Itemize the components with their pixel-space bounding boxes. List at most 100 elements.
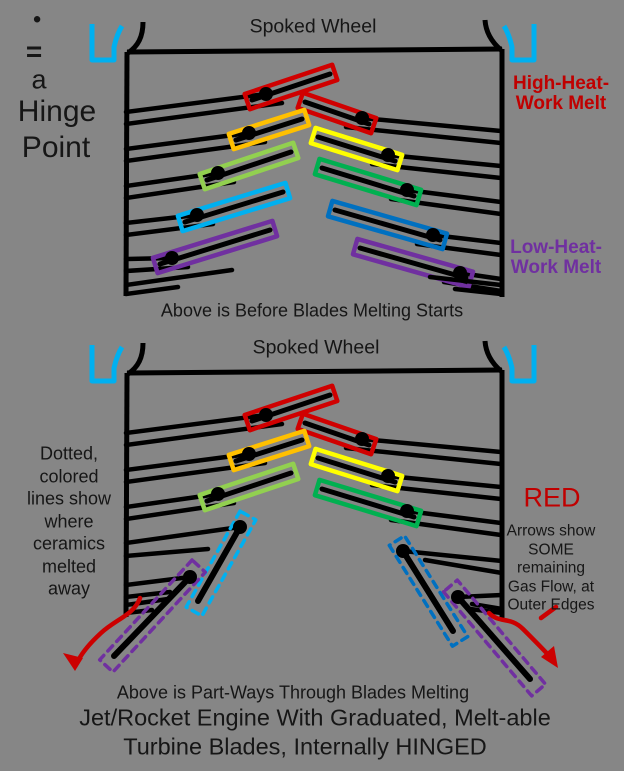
spoke-lower-right-yellow-d2 <box>369 482 504 502</box>
hinge-point-dot-right-purple-d1 <box>453 266 467 280</box>
high-heat-line1: High-Heat- <box>512 73 610 94</box>
note-line: away <box>47 578 91 599</box>
low-heat-label: Low-Heat- Work Melt <box>510 238 602 278</box>
main-title-line1: Jet/Rocket Engine With Graduated, Melt-a… <box>79 704 551 731</box>
blue-bracket-left-d2 <box>89 345 125 384</box>
ceramic-shell-left-orange-d2 <box>226 428 312 473</box>
legend-equals: = <box>25 36 43 67</box>
hinge-point-dot-left-orange-d2 <box>242 447 256 461</box>
ceramic-shell-left-orange-d1 <box>226 107 312 152</box>
diagram2-caption: Above is Part-Ways Through Blades Meltin… <box>116 682 470 703</box>
spoke-melted-right-blue <box>400 548 505 564</box>
gas-flow-arrowhead-right <box>541 646 558 668</box>
blue-bracket-right-d2 <box>501 345 537 384</box>
legend-point: Point <box>21 131 91 164</box>
spoke-upper-left-purple-d1 <box>123 255 175 262</box>
blade-line-right-blue-d1 <box>332 207 443 243</box>
hanging-blade-right-purple <box>455 594 533 682</box>
diagram2-title: Spoked Wheel <box>252 336 380 359</box>
hinge-point-dot-melted-right-purple <box>451 590 465 604</box>
blade-line-right-purple-d1 <box>357 245 469 281</box>
hinge-point-dot-melted-left-cyan <box>233 520 247 534</box>
ceramic-shell-left-red-d1 <box>242 62 340 112</box>
stub-spoke <box>123 596 171 608</box>
ceramic-shell-left-purple-d1 <box>150 218 280 276</box>
low-heat-line1: Low-Heat- <box>510 237 602 258</box>
spoke-melted-right-blue <box>422 557 505 576</box>
hinge-point-symbol: ● <box>32 10 42 28</box>
hinge-point-dot-right-red-d2 <box>355 432 369 446</box>
melted-ceramic-outline-right-blue <box>387 534 470 648</box>
note-line: Arrows show <box>506 522 596 540</box>
note-line: Gas Flow, at <box>507 578 595 596</box>
low-heat-line2: Work Melt <box>510 257 602 278</box>
spoke-upper-right-red-d1 <box>359 115 504 134</box>
main-title-line2: Turbine Blades, Internally HINGED <box>123 733 487 760</box>
note-line: remaining <box>516 559 586 577</box>
stub-spoke <box>123 284 181 297</box>
hinge-point-dot-right-yellow-d2 <box>381 469 395 483</box>
ceramic-shell-right-yellow-d1 <box>308 125 405 173</box>
spoke-upper-right-red-d2 <box>359 436 504 455</box>
spoke-upper-left-cyan-d1 <box>123 212 200 226</box>
hinge-point-dot-left-red-d1 <box>259 87 273 101</box>
high-heat-line2: Work Melt <box>515 93 607 114</box>
nozzle-lip-right-d1 <box>482 19 503 52</box>
red-arrows-heading: RED <box>523 482 581 513</box>
note-line: SOME <box>528 541 574 559</box>
note-line: ceramics <box>32 533 106 554</box>
hinge-point-dot-left-red-d2 <box>259 408 273 422</box>
ceramic-shell-left-light_green-d2 <box>197 461 301 513</box>
hinge-point-dot-left-purple-d1 <box>165 251 179 265</box>
legend-hinge: Hinge <box>17 95 97 128</box>
gas-flow-arrow-left <box>74 595 143 666</box>
ceramic-shell-left-red-d2 <box>242 383 340 433</box>
note-line: Outer Edges <box>507 596 595 614</box>
ceramic-shell-right-green-d1 <box>312 156 424 208</box>
hanging-blade-left-purple <box>111 574 193 659</box>
hinge-point-dot-left-orange-d1 <box>242 126 256 140</box>
diagram1-title: Spoked Wheel <box>249 15 377 38</box>
spoke-melted-left-cyan <box>123 524 243 546</box>
spoke-lower-right-yellow-d1 <box>369 161 504 181</box>
ceramic-shell-left-light_green-d1 <box>197 140 301 192</box>
note-line: Dotted, <box>39 443 99 464</box>
blade-line-right-green-d1 <box>319 165 417 199</box>
spoke-melted-left-cyan <box>123 546 211 559</box>
wheel-wall-left-d1 <box>123 51 130 297</box>
spoke-upper-right-yellow-d1 <box>385 152 504 169</box>
wheel-wall-left-d2 <box>123 372 130 618</box>
note-line: colored <box>39 465 99 486</box>
stub-spoke <box>452 286 504 297</box>
hinge-point-dot-left-light_green-d1 <box>211 166 225 180</box>
note-line: where <box>44 510 94 531</box>
ceramic-shell-right-green-d2 <box>312 477 424 529</box>
blue-bracket-left-d1 <box>89 24 125 63</box>
spoke-melted-right-purple <box>455 592 505 600</box>
hinge-point-dot-right-blue-d1 <box>426 228 440 242</box>
note-line: melted <box>41 555 97 576</box>
hinge-point-dot-right-yellow-d1 <box>381 148 395 162</box>
spoke-upper-left-red-d2 <box>123 412 269 436</box>
hinge-point-dot-left-cyan-d1 <box>190 208 204 222</box>
gas-flow-tick-right <box>538 604 559 621</box>
ceramic-shell-right-yellow-d2 <box>308 446 405 494</box>
hinge-point-dot-left-light_green-d2 <box>211 487 225 501</box>
spoke-upper-right-yellow-d2 <box>385 473 504 490</box>
spoke-upper-left-red-d1 <box>123 91 269 115</box>
ceramic-shell-right-red-d2 <box>295 411 379 457</box>
hinge-point-dot-melted-right-blue <box>396 544 410 558</box>
hinge-point-dot-right-green-d2 <box>400 504 414 518</box>
note-line: lines show <box>26 488 112 509</box>
gas-flow-note: Arrows show SOME remaining Gas Flow, at … <box>507 523 596 616</box>
stub-spoke <box>427 274 504 288</box>
nozzle-lip-right-d2 <box>482 340 503 373</box>
wheel-top-edge-d2 <box>126 367 503 376</box>
hanging-blade-right-blue <box>400 548 456 634</box>
ceramic-shell-right-blue-d1 <box>325 198 450 252</box>
legend-a: a <box>31 64 47 95</box>
stub-spoke <box>123 267 235 288</box>
gas-flow-arrowhead-left <box>63 653 83 671</box>
